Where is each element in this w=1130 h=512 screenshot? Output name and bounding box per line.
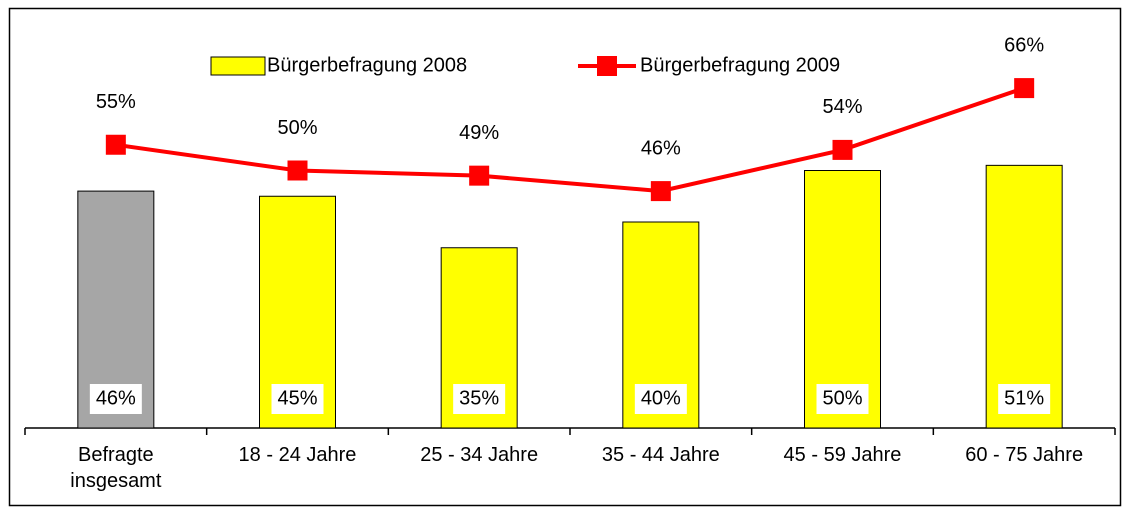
- x-tick-label: 60 - 75 Jahre: [965, 444, 1084, 466]
- value-label: 55%: [96, 91, 136, 113]
- value-label: 66%: [1004, 34, 1044, 56]
- x-tick-label-box: 45 - 59 Jahre: [783, 444, 902, 466]
- x-tick-label: 18 - 24 Jahre: [238, 444, 357, 466]
- value-label: 35%: [459, 387, 499, 409]
- value-label-box: [89, 384, 142, 414]
- x-tick-label-box: 35 - 44 Jahre: [601, 444, 720, 466]
- legend-marker: [597, 56, 617, 76]
- chart-border: [8, 7, 1122, 507]
- marker: [832, 139, 853, 160]
- x-tick-label-box: 18 - 24 Jahre: [238, 444, 357, 466]
- value-label: 50%: [277, 117, 317, 139]
- marker: [105, 134, 126, 155]
- legend-label: Bürgerbefragung 2008: [267, 54, 467, 76]
- value-label-box: [453, 384, 506, 414]
- x-tick-label-box: Befragte insgesamt: [70, 444, 162, 492]
- line: [115, 86, 1025, 194]
- value-label-box: [271, 384, 324, 414]
- legend-label: Bürgerbefragung 2009: [640, 54, 840, 76]
- legend-swatch: [210, 56, 266, 76]
- x-tick-label: 45 - 59 Jahre: [783, 444, 902, 466]
- x-tick-label: Befragte insgesamt: [70, 444, 162, 492]
- marker: [469, 165, 490, 186]
- marker: [650, 181, 671, 202]
- marker: [287, 160, 308, 181]
- value-label: 51%: [1004, 387, 1044, 409]
- value-label: 46%: [641, 137, 681, 159]
- marker: [1014, 78, 1035, 99]
- value-label-box: [634, 384, 687, 414]
- value-label: 49%: [459, 122, 499, 144]
- value-label: 40%: [641, 387, 681, 409]
- x-tick-label-box: 25 - 34 Jahre: [420, 444, 539, 466]
- value-label: 50%: [822, 387, 862, 409]
- value-label: 54%: [822, 96, 862, 118]
- value-label-box: [998, 384, 1051, 414]
- value-label: 45%: [277, 387, 317, 409]
- value-label-box: [816, 384, 869, 414]
- x-tick-label: 25 - 34 Jahre: [420, 444, 539, 466]
- x-tick-label-box: 60 - 75 Jahre: [965, 444, 1084, 466]
- x-tick-label: 35 - 44 Jahre: [601, 444, 720, 466]
- value-label: 46%: [96, 387, 136, 409]
